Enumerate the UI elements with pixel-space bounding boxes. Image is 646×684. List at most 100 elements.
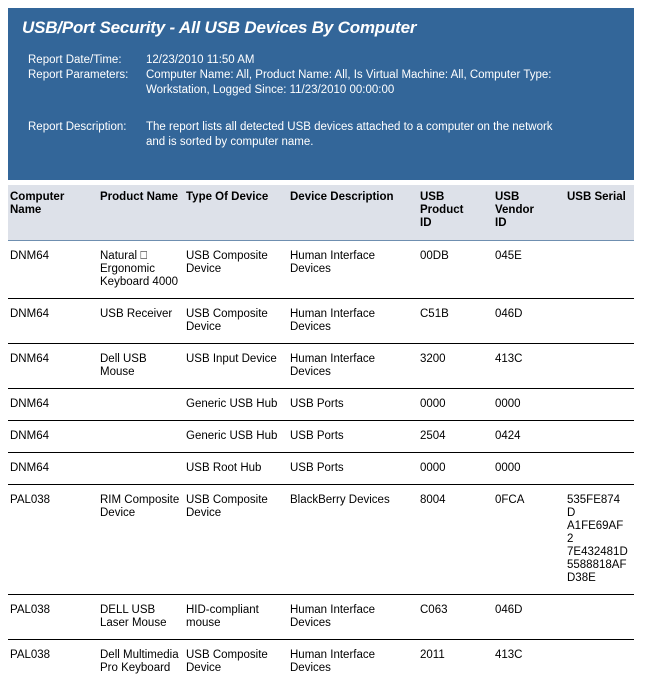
column-header-device-description[interactable]: Device Description <box>290 185 420 241</box>
cell-product-name <box>100 389 186 421</box>
serial-line: A1FE69AF2 <box>567 520 628 546</box>
cell-usb-serial <box>567 389 634 421</box>
cell-computer-name: PAL038 <box>8 595 100 640</box>
cell-computer-name: DNM64 <box>8 421 100 453</box>
cell-usb-vendor-id: 046D <box>495 595 567 640</box>
column-header-product-name[interactable]: Product Name <box>100 185 186 241</box>
cell-device-description: Human Interface Devices <box>290 595 420 640</box>
report-description-label: Report Description: <box>28 120 146 135</box>
serial-line: 7E432481D <box>567 546 628 559</box>
cell-product-name: USB Receiver <box>100 299 186 344</box>
cell-usb-product-id: C063 <box>420 595 495 640</box>
cell-usb-product-id: 00DB <box>420 241 495 299</box>
cell-product-name <box>100 453 186 485</box>
serial-line: 5588818AF <box>567 559 628 572</box>
cell-usb-serial <box>567 241 634 299</box>
column-header-text: USB Product <box>420 191 489 217</box>
column-header-text: Device Description <box>290 191 414 204</box>
cell-usb-serial <box>567 344 634 389</box>
report-parameters-row: Report Parameters: Computer Name: All, P… <box>28 68 628 98</box>
report-datetime-value: 12/23/2010 11:50 AM <box>146 53 628 68</box>
cell-computer-name: DNM64 <box>8 344 100 389</box>
cell-usb-vendor-id: 413C <box>495 344 567 389</box>
cell-usb-vendor-id: 045E <box>495 241 567 299</box>
cell-type-of-device: Generic USB Hub <box>186 421 290 453</box>
metadata-spacer <box>28 98 628 120</box>
column-header-text: ID <box>495 217 561 230</box>
cell-usb-serial <box>567 299 634 344</box>
cell-product-name: RIM Composite Device <box>100 485 186 595</box>
cell-computer-name: PAL038 <box>8 640 100 684</box>
report-header-panel: USB/Port Security - All USB Devices By C… <box>8 8 634 180</box>
cell-computer-name: DNM64 <box>8 241 100 299</box>
cell-computer-name: PAL038 <box>8 485 100 595</box>
cell-device-description: BlackBerry Devices <box>290 485 420 595</box>
report-description-value: The report lists all detected USB device… <box>146 120 628 150</box>
report-datetime-label: Report Date/Time: <box>28 53 146 68</box>
column-header-type-of-device[interactable]: Type Of Device <box>186 185 290 241</box>
cell-product-name: Dell Multimedia Pro Keyboard <box>100 640 186 684</box>
cell-usb-serial <box>567 595 634 640</box>
cell-type-of-device: USB Input Device <box>186 344 290 389</box>
column-header-usb-serial[interactable]: USB Serial <box>567 185 634 241</box>
cell-usb-vendor-id: 0FCA <box>495 485 567 595</box>
column-header-text: Product Name <box>100 191 180 204</box>
cell-product-name: DELL USB Laser Mouse <box>100 595 186 640</box>
cell-usb-serial <box>567 640 634 684</box>
cell-usb-product-id: C51B <box>420 299 495 344</box>
report-description-line-1: The report lists all detected USB device… <box>146 120 628 135</box>
cell-type-of-device: USB Composite Device <box>186 640 290 684</box>
cell-device-description: Human Interface Devices <box>290 640 420 684</box>
cell-device-description: USB Ports <box>290 453 420 485</box>
cell-usb-product-id: 2504 <box>420 421 495 453</box>
cell-type-of-device: USB Composite Device <box>186 485 290 595</box>
cell-type-of-device: HID-compliant mouse <box>186 595 290 640</box>
report-parameters-label: Report Parameters: <box>28 68 146 83</box>
column-header-text: ID <box>420 217 489 230</box>
report-title: USB/Port Security - All USB Devices By C… <box>22 18 416 38</box>
usb-port-security-report: USB/Port Security - All USB Devices By C… <box>0 0 646 630</box>
column-header-text: Type Of Device <box>186 191 284 204</box>
cell-type-of-device: Generic USB Hub <box>186 389 290 421</box>
report-metadata: Report Date/Time: 12/23/2010 11:50 AM Re… <box>28 53 628 150</box>
column-header-text: Computer Name <box>10 191 94 217</box>
cell-device-description: Human Interface Devices <box>290 344 420 389</box>
report-parameters-line-1: Computer Name: All, Product Name: All, I… <box>146 68 628 83</box>
cell-usb-product-id: 8004 <box>420 485 495 595</box>
cell-usb-vendor-id: 0000 <box>495 453 567 485</box>
cell-usb-vendor-id: 413C <box>495 640 567 684</box>
column-header-computer-name[interactable]: Computer Name <box>8 185 100 241</box>
usb-devices-table: Computer Name Product Name Type Of Device D… <box>8 185 634 684</box>
column-header-text: USB Vendor <box>495 191 561 217</box>
cell-product-name <box>100 421 186 453</box>
serial-line: D38E <box>567 572 628 585</box>
cell-product-name: Natural ⎕ Ergonomic Keyboard 4000 <box>100 241 186 299</box>
report-datetime-row: Report Date/Time: 12/23/2010 11:50 AM <box>28 53 628 68</box>
serial-line: 535FE874D <box>567 494 628 520</box>
cell-usb-product-id: 0000 <box>420 453 495 485</box>
report-parameters-line-2: Workstation, Logged Since: 11/23/2010 00… <box>146 83 628 98</box>
cell-device-description: Human Interface Devices <box>290 241 420 299</box>
table-header: Computer Name Product Name Type Of Device D… <box>8 185 634 241</box>
cell-usb-serial <box>567 453 634 485</box>
cell-type-of-device: USB Composite Device <box>186 299 290 344</box>
column-header-text: USB Serial <box>567 191 628 204</box>
table-header-row: Computer Name Product Name Type Of Device D… <box>8 185 634 241</box>
cell-device-description: Human Interface Devices <box>290 299 420 344</box>
cell-computer-name: DNM64 <box>8 453 100 485</box>
cell-usb-vendor-id: 046D <box>495 299 567 344</box>
cell-computer-name: DNM64 <box>8 389 100 421</box>
cell-usb-serial <box>567 421 634 453</box>
